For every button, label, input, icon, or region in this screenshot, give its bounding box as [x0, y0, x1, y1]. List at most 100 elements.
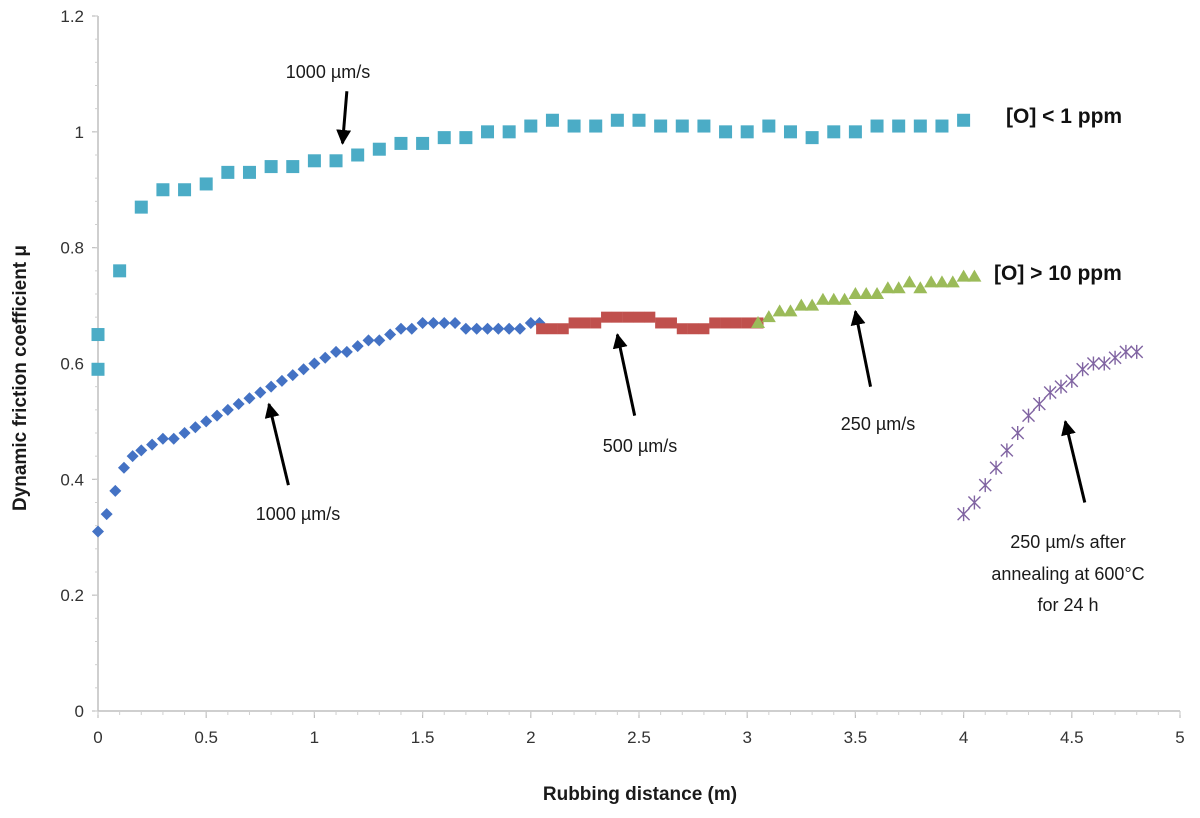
data-point: [934, 275, 949, 288]
data-point: [351, 340, 364, 353]
data-point: [254, 386, 267, 399]
data-point: [405, 322, 418, 335]
data-point: [286, 369, 299, 382]
data-point: [568, 317, 580, 329]
series-5: [957, 344, 1144, 522]
data-point: [117, 461, 130, 474]
data-point: [891, 281, 906, 294]
y-tick-label: 1.2: [60, 7, 84, 26]
data-point: [109, 484, 122, 497]
data-point: [848, 125, 862, 139]
data-point: [870, 119, 884, 133]
annotation-1000-top: 1000 µm/s: [286, 62, 370, 82]
data-point: [1043, 385, 1057, 400]
data-point: [470, 322, 483, 335]
data-point: [815, 292, 830, 305]
x-tick-label: 3.5: [844, 728, 868, 747]
data-point: [362, 334, 375, 347]
data-point: [91, 362, 105, 376]
annotation-anneal-line-1: 250 µm/s after: [1010, 532, 1125, 552]
x-tick-label: 4.5: [1060, 728, 1084, 747]
data-point: [178, 183, 192, 197]
data-point: [761, 310, 776, 323]
data-point: [826, 292, 841, 305]
data-point: [524, 119, 538, 133]
x-axis-title: Rubbing distance (m): [543, 784, 737, 805]
data-point: [751, 315, 766, 328]
data-point: [989, 460, 1003, 475]
data-point: [610, 113, 624, 127]
annotation-anneal-line-2: annealing at 600°C: [991, 564, 1144, 584]
x-tick-label: 5: [1175, 728, 1184, 747]
tick-labels: 0 0.2 0.4 0.6 0.8 1 1.2 0 0.5 1 1.5 2 2.5 3 3.5 4 4.5 5: [60, 7, 1184, 747]
data-point: [135, 444, 148, 457]
data-point: [156, 183, 170, 197]
data-point: [264, 160, 278, 174]
data-point: [330, 345, 343, 358]
data-point: [459, 131, 473, 145]
data-point: [957, 507, 971, 522]
data-point: [870, 287, 885, 299]
annotation-250: 250 µm/s: [841, 414, 915, 434]
data-point: [1065, 373, 1079, 388]
data-point: [794, 298, 809, 311]
y-tick-label: 0.2: [60, 586, 84, 605]
series-2: [92, 316, 546, 538]
data-point: [92, 525, 104, 538]
data-point: [719, 125, 733, 139]
data-point: [100, 508, 113, 521]
data-point: [611, 311, 623, 323]
data-point: [709, 317, 721, 329]
data-point: [687, 323, 699, 335]
data-point: [783, 125, 797, 139]
data-point: [848, 287, 863, 299]
data-point: [622, 311, 634, 323]
data-point: [579, 317, 591, 329]
x-tick-label: 0: [93, 728, 102, 747]
data-point: [762, 119, 776, 133]
data-point: [286, 160, 300, 174]
data-point: [394, 322, 407, 335]
y-tick-label: 0.4: [60, 470, 84, 489]
data-point: [1022, 408, 1036, 423]
data-point: [772, 304, 787, 317]
data-point: [513, 322, 526, 335]
data-point: [1108, 350, 1122, 365]
data-point: [601, 311, 613, 323]
data-point: [902, 275, 917, 288]
data-point: [427, 316, 440, 329]
data-point: [589, 119, 603, 133]
high-oxygen-label: [O] > 10 ppm: [994, 262, 1122, 285]
data-point: [373, 334, 386, 347]
data-point: [545, 113, 559, 127]
data-point: [655, 317, 667, 329]
y-tick-label: 1: [75, 123, 84, 142]
data-point: [675, 119, 689, 133]
data-point: [384, 328, 397, 341]
data-point: [913, 119, 927, 133]
data-point: [697, 119, 711, 133]
data-point: [644, 311, 656, 323]
data-point: [167, 432, 180, 445]
data-point: [126, 450, 139, 463]
x-tick-label: 2.5: [627, 728, 651, 747]
data-point: [935, 119, 949, 133]
arrow-a1000_top: [336, 91, 352, 145]
data-point: [557, 323, 569, 335]
data-point: [740, 125, 754, 139]
data-point: [892, 119, 906, 133]
data-point: [113, 264, 127, 278]
data-point: [416, 316, 429, 329]
data-point: [503, 322, 516, 335]
data-point: [232, 398, 245, 411]
data-point: [805, 298, 820, 311]
data-point: [91, 328, 105, 342]
y-axis-title: Dynamic friction coefficient μ: [10, 245, 31, 511]
data-point: [783, 304, 798, 317]
data-point: [221, 165, 235, 179]
x-tick-label: 2: [526, 728, 535, 747]
data-point: [211, 409, 224, 422]
data-point: [633, 311, 645, 323]
data-point: [1054, 379, 1068, 394]
data-point: [265, 380, 278, 393]
